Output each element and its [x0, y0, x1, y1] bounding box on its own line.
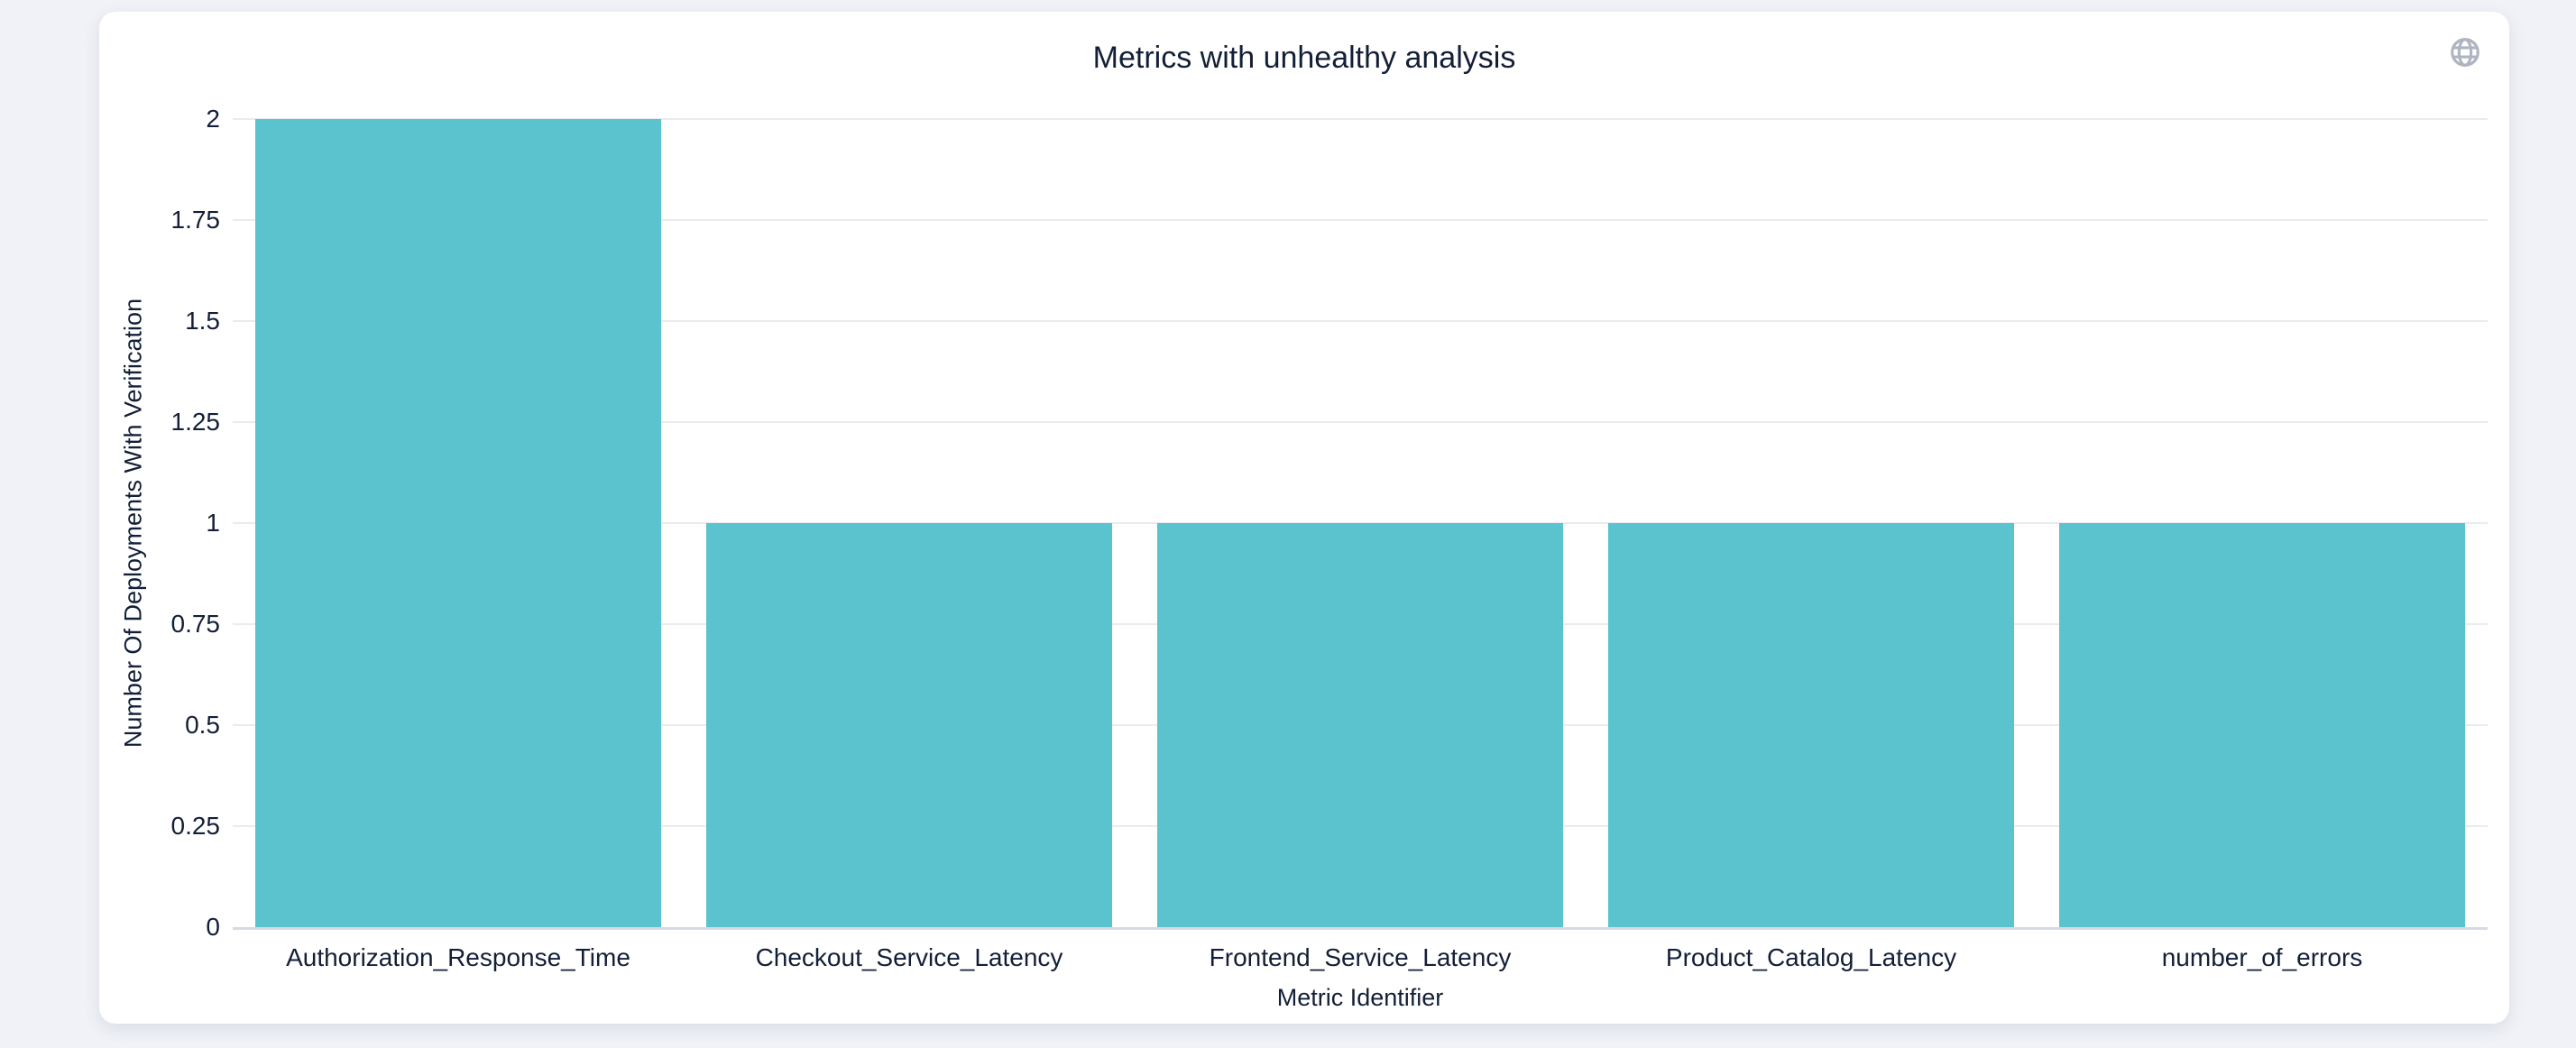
x-tick-label: Authorization_Response_Time: [286, 943, 630, 971]
plot-area: 0 0.25 0.5 0.75 1 1.25 1.5 1.75 2 Authorization_R…: [171, 105, 2488, 971]
gridline: [233, 320, 2488, 322]
chart-title: Metrics with unhealthy analysis: [1092, 41, 1516, 75]
x-tick-label: Product_Catalog_Latency: [1665, 943, 1957, 971]
y-tick-label: 1.5: [185, 307, 220, 335]
y-tick-label: 1.25: [170, 408, 221, 436]
y-tick-label: 0.5: [185, 711, 220, 739]
y-tick-label: 0: [206, 913, 220, 941]
y-tick-label: 0.75: [170, 610, 221, 638]
bar-Checkout_Service_Latency[interactable]: [706, 523, 1112, 927]
x-tick-label: number_of_errors: [2161, 943, 2363, 971]
y-axis-title: Number Of Deployments With Verification: [119, 298, 147, 749]
bar-Product_Catalog_Latency[interactable]: [1608, 523, 2014, 927]
bar-Authorization_Response_Time[interactable]: [255, 119, 661, 927]
x-tick-label: Checkout_Service_Latency: [755, 943, 1063, 971]
globe-icon: [2448, 35, 2482, 69]
gridline: [233, 219, 2488, 221]
x-tick-label: Frontend_Service_Latency: [1209, 943, 1512, 971]
x-axis-line: [233, 927, 2488, 930]
gridline: [233, 421, 2488, 423]
y-tick-label: 2: [206, 105, 220, 133]
bar-number_of_errors[interactable]: [2059, 523, 2465, 927]
y-tick-label: 0.25: [170, 812, 221, 840]
y-tick-label: 1.75: [170, 206, 221, 234]
y-tick-label: 1: [206, 509, 220, 537]
x-axis-title: Metric Identifier: [1276, 984, 1444, 1011]
gridline: [233, 118, 2488, 120]
bar-Frontend_Service_Latency[interactable]: [1157, 523, 1563, 927]
globe-button[interactable]: [2448, 35, 2482, 69]
chart-card: Metrics with unhealthy analysis Number O…: [99, 12, 2509, 1024]
